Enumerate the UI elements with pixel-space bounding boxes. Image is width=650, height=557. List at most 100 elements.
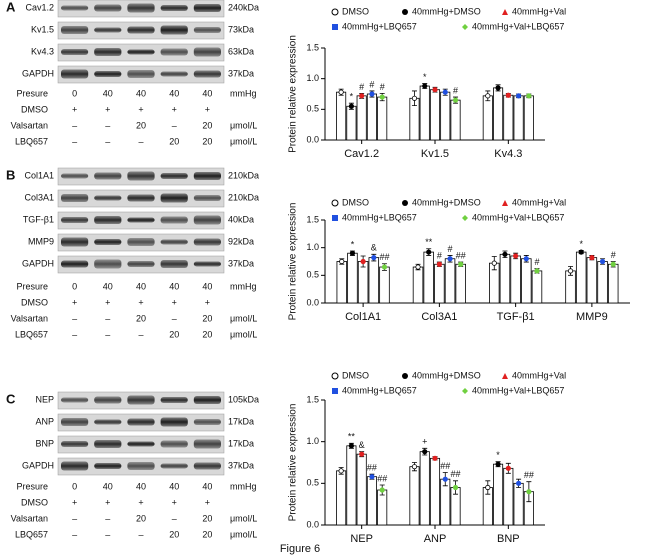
condition-unit: mmHg <box>230 481 257 491</box>
y-axis-label: Protein relative expression <box>288 35 299 153</box>
blot-band <box>160 173 188 179</box>
x-tick-label: Kv1.5 <box>421 148 449 160</box>
bar <box>597 261 608 304</box>
bar <box>336 470 347 526</box>
y-tick-label: 0.0 <box>306 297 319 307</box>
condition-value: – <box>172 313 177 323</box>
condition-value: 0 <box>72 281 77 291</box>
condition-label: LBQ657 <box>15 329 48 339</box>
y-axis-label: Protein relative expression <box>288 404 299 522</box>
bar-dot <box>578 249 584 255</box>
band-size: 17kDa <box>228 416 254 426</box>
significance-label: # <box>437 250 442 260</box>
legend-label: 40mmHg+Val <box>512 370 566 380</box>
blot-band <box>94 463 122 469</box>
bar <box>444 258 456 304</box>
blot-band <box>94 419 122 425</box>
condition-value: 40 <box>202 88 212 98</box>
significance-label: ## <box>524 470 534 480</box>
band-name: Col1A1 <box>24 170 54 180</box>
condition-unit: mmHg <box>230 281 257 291</box>
legend-label: 40mmHg+Val+LBQ657 <box>472 212 564 222</box>
condition-value: + <box>105 497 110 507</box>
significance-label: * <box>351 239 355 249</box>
blot-band <box>193 47 221 57</box>
blot-band <box>127 49 155 55</box>
y-tick-label: 0.0 <box>306 519 319 529</box>
blot-band <box>193 172 221 180</box>
y-tick-label: 0.5 <box>306 478 319 488</box>
blot-band <box>160 397 188 403</box>
legend-marker <box>402 373 408 379</box>
significance-label: # <box>611 250 616 260</box>
bar <box>513 95 524 141</box>
band-name: ANP <box>35 416 54 426</box>
band-size: 105kDa <box>228 394 259 404</box>
significance-label: ## <box>367 463 377 473</box>
bar-dot <box>491 260 497 266</box>
bar <box>607 263 619 304</box>
bar-dot <box>610 261 616 267</box>
bar-dot <box>515 93 522 99</box>
condition-value: 40 <box>169 88 179 98</box>
x-tick-label: Col3A1 <box>421 311 457 323</box>
blot-band <box>61 461 89 471</box>
band-name: TGF-β1 <box>23 214 54 224</box>
condition-value: 20 <box>136 120 146 130</box>
blot-band <box>193 27 221 33</box>
legend-label: DMSO <box>342 370 369 380</box>
significance-label: ## <box>440 461 450 471</box>
legend-label: DMSO <box>342 197 369 207</box>
condition-value: + <box>138 497 143 507</box>
significance-label: ** <box>348 432 356 442</box>
blot-band <box>61 441 89 447</box>
blot-band <box>127 171 155 181</box>
blot-band <box>127 462 155 470</box>
condition-value: – <box>105 136 110 146</box>
significance-label: ## <box>451 469 461 479</box>
blot-band <box>193 195 221 201</box>
bar-dot <box>432 87 438 93</box>
legend-label: 40mmHg+DMSO <box>412 6 481 16</box>
condition-value: – <box>72 329 77 339</box>
blot-band <box>160 71 188 77</box>
blot-band <box>160 417 188 427</box>
significance-label: ## <box>377 473 387 483</box>
condition-label: Presure <box>16 481 48 491</box>
bar-dot <box>369 474 375 480</box>
bar-dot <box>348 443 354 449</box>
condition-value: – <box>138 529 143 539</box>
band-size: 37kDa <box>228 460 254 470</box>
bar-dot <box>485 484 491 491</box>
bar <box>531 270 543 304</box>
significance-label: * <box>350 92 354 102</box>
legend-marker <box>402 200 408 206</box>
condition-value: + <box>172 497 177 507</box>
y-tick-label: 0.5 <box>306 104 319 114</box>
condition-value: – <box>72 313 77 323</box>
bar-dot <box>432 455 438 461</box>
blot-band <box>193 419 221 425</box>
bar-dot <box>436 261 442 267</box>
blot-band <box>94 195 122 201</box>
blot-band <box>61 5 89 11</box>
condition-value: 40 <box>136 88 146 98</box>
condition-value: – <box>105 513 110 523</box>
band-name: Kv1.5 <box>31 24 54 34</box>
blot-band <box>94 259 122 269</box>
condition-unit: μmol/L <box>230 120 257 130</box>
blot-band <box>160 5 188 11</box>
blot-band <box>61 418 89 426</box>
y-tick-label: 1.5 <box>306 394 319 404</box>
bar-dot <box>371 255 377 261</box>
significance-label: # <box>453 85 458 95</box>
bar-dot <box>599 258 606 265</box>
bar-dot <box>485 93 491 99</box>
band-name: GAPDH <box>22 460 54 470</box>
condition-label: DMSO <box>21 297 48 307</box>
condition-value: 40 <box>136 481 146 491</box>
bar <box>523 95 534 141</box>
significance-label: + <box>422 437 427 447</box>
bar <box>419 85 430 141</box>
band-name: MMP9 <box>28 236 54 246</box>
